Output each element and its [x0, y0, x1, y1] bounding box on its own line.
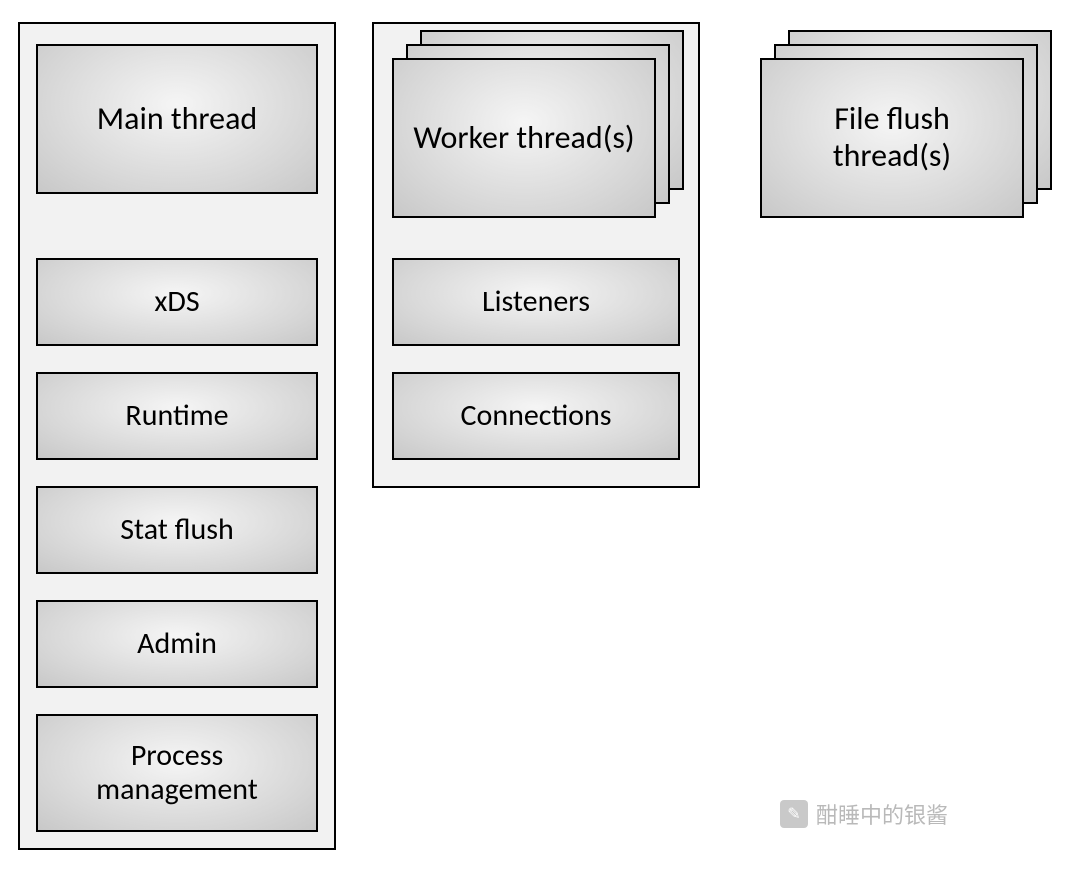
main-item-label: Admin — [137, 627, 217, 662]
worker-item-label: Connections — [461, 399, 612, 434]
file-flush-stack-label: File flush thread(s) — [772, 101, 1012, 175]
worker-stack-card-front: Worker thread(s) — [392, 58, 656, 218]
main-item-label: Stat flush — [120, 513, 234, 548]
watermark-icon: ✎ — [780, 800, 808, 828]
file-flush-stack-card-front: File flush thread(s) — [760, 58, 1024, 218]
main-item-stat-flush: Stat flush — [36, 486, 318, 574]
watermark: ✎ 酣睡中的银酱 — [780, 798, 948, 830]
diagram-canvas: Main thread xDS Runtime Stat flush Admin… — [0, 0, 1080, 882]
main-item-runtime: Runtime — [36, 372, 318, 460]
main-item-label: Runtime — [125, 399, 228, 434]
main-item-xds: xDS — [36, 258, 318, 346]
main-item-label: xDS — [154, 285, 199, 320]
main-item-label: Process management — [48, 739, 306, 808]
worker-item-listeners: Listeners — [392, 258, 680, 346]
worker-stack-label: Worker thread(s) — [413, 120, 634, 157]
worker-item-connections: Connections — [392, 372, 680, 460]
worker-item-label: Listeners — [482, 285, 590, 320]
main-thread-title: Main thread — [97, 101, 257, 138]
main-item-process-management: Process management — [36, 714, 318, 832]
main-item-admin: Admin — [36, 600, 318, 688]
watermark-text: 酣睡中的银酱 — [816, 798, 948, 830]
watermark-glyph: ✎ — [787, 804, 800, 824]
main-thread-title-box: Main thread — [36, 44, 318, 194]
